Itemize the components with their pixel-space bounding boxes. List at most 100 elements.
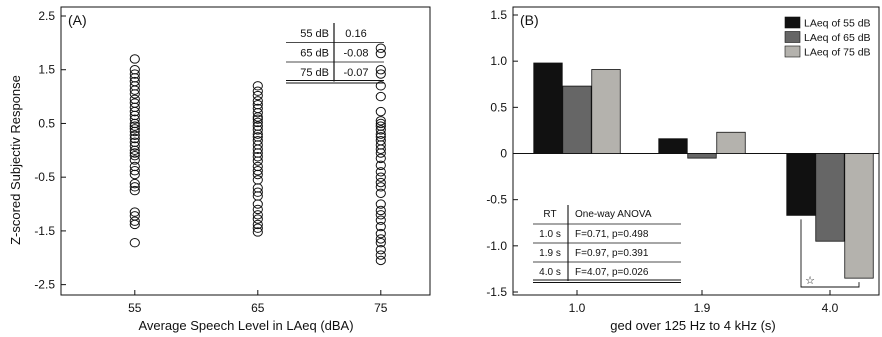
data-point <box>375 182 386 192</box>
panel-b-x-tick-label: 1.9 <box>694 301 711 315</box>
data-point <box>375 144 386 154</box>
data-point <box>252 219 263 230</box>
panel-a-x-tick-label: 65 <box>251 301 265 315</box>
data-point <box>375 129 386 139</box>
panel-a-x-tick-label: 75 <box>374 301 388 315</box>
data-point <box>252 112 263 122</box>
legend-swatch <box>784 16 801 29</box>
data-point <box>375 245 386 255</box>
panel-b-x-tick-label: 1.0 <box>569 301 586 315</box>
panel-a-y-tick-label: 0.5 <box>38 116 55 130</box>
panel-a-y-axis-label: Z-scored Subjectiv Response <box>8 75 23 245</box>
data-point <box>375 91 386 102</box>
table-rt-cell: 4.0 s <box>539 267 561 278</box>
data-point <box>129 155 140 165</box>
data-point <box>252 223 263 233</box>
table-value-cell: -0.08 <box>343 48 368 60</box>
data-point <box>252 96 263 106</box>
data-point <box>129 121 140 131</box>
data-point <box>252 117 263 128</box>
data-point <box>129 130 140 140</box>
data-point <box>375 160 386 171</box>
data-point <box>129 114 140 124</box>
data-point <box>129 148 140 158</box>
data-point <box>375 81 386 91</box>
table-anova-cell: F=0.71, p=0.498 <box>575 229 649 240</box>
data-point <box>252 108 263 118</box>
significance-bracket: ☆ <box>800 219 860 288</box>
panel-b-label: (B) <box>520 12 539 28</box>
panel-b-x-axis-label: ged over 125 Hz to 4 kHz (s) <box>610 318 775 333</box>
data-point <box>252 152 263 162</box>
bar <box>844 153 874 279</box>
data-point <box>252 144 263 154</box>
data-point <box>375 210 386 220</box>
data-point <box>375 199 386 209</box>
bar <box>591 69 621 154</box>
bar <box>786 153 816 216</box>
data-point <box>252 156 263 166</box>
data-point <box>375 177 386 188</box>
data-point <box>129 54 140 64</box>
panel-a-y-tick-label: 1.5 <box>38 63 55 77</box>
panel-a-frame <box>60 6 431 296</box>
bar <box>658 138 688 154</box>
data-point <box>375 205 386 216</box>
data-point <box>129 238 140 248</box>
table-value-cell: -0.07 <box>343 67 368 79</box>
legend: LAeq of 55 dB LAeq of 65 dB LAeq of 75 dB <box>784 16 871 59</box>
data-point <box>252 227 263 237</box>
panel-a-y-tick-label: -0.5 <box>34 170 55 184</box>
data-point <box>252 81 263 91</box>
data-point <box>375 106 386 117</box>
table-header-rt: RT <box>543 209 556 220</box>
panel-a-y-tick-label: -1.5 <box>34 224 55 238</box>
data-point <box>252 166 263 176</box>
panel-b-y-tick-label: -1.5 <box>486 285 507 299</box>
data-point <box>375 69 386 79</box>
data-point <box>252 86 263 96</box>
significance-star: ☆ <box>805 274 815 287</box>
data-point <box>129 85 140 95</box>
panel-b-y-tick-label: 1.0 <box>490 54 507 68</box>
panel-b-y-tick-label: -1.0 <box>486 239 507 253</box>
bar <box>562 85 592 154</box>
data-point <box>375 234 386 244</box>
panel-a-x-axis-label: Average Speech Level in LAeq (dBA) <box>138 318 353 333</box>
legend-swatch <box>784 31 801 43</box>
significance-bracket-line <box>800 219 860 288</box>
data-point <box>252 175 263 185</box>
data-point <box>252 90 263 101</box>
data-point <box>375 116 386 126</box>
data-point <box>375 188 386 198</box>
anova-table: RT One-way ANOVA 1.0 s F=0.71, p=0.498 1.9 s… <box>533 205 681 283</box>
data-point <box>252 214 263 224</box>
data-point <box>129 69 140 79</box>
data-point <box>129 207 140 217</box>
data-point <box>252 114 263 124</box>
panel-b-y-tick-label: 1.5 <box>490 8 507 22</box>
panel-b: (B) ged over 125 Hz to 4 kHz (s) 1.5 1.0 0… <box>486 6 880 333</box>
panel-a: (A) Average Speech Level in LAeq (dBA) Z… <box>8 6 431 333</box>
data-point <box>129 145 140 156</box>
data-point <box>375 125 386 135</box>
data-point <box>375 48 386 59</box>
data-point <box>375 167 386 177</box>
data-point <box>375 148 386 158</box>
data-point <box>375 172 386 182</box>
data-point <box>129 185 140 196</box>
table-value-cell: 0.16 <box>345 28 366 40</box>
data-point <box>129 124 140 134</box>
data-point <box>375 250 386 260</box>
data-point <box>375 215 386 225</box>
panel-a-x-tick-label: 55 <box>128 301 142 315</box>
data-point <box>375 43 386 53</box>
data-point <box>252 187 263 197</box>
data-point <box>129 133 140 144</box>
panel-b-y-tick-label: 0 <box>500 147 507 161</box>
data-point <box>252 204 263 215</box>
data-point <box>129 169 140 180</box>
data-point <box>129 89 140 99</box>
bar <box>533 62 563 154</box>
panel-a-y-tick-label: -2.5 <box>34 278 55 292</box>
